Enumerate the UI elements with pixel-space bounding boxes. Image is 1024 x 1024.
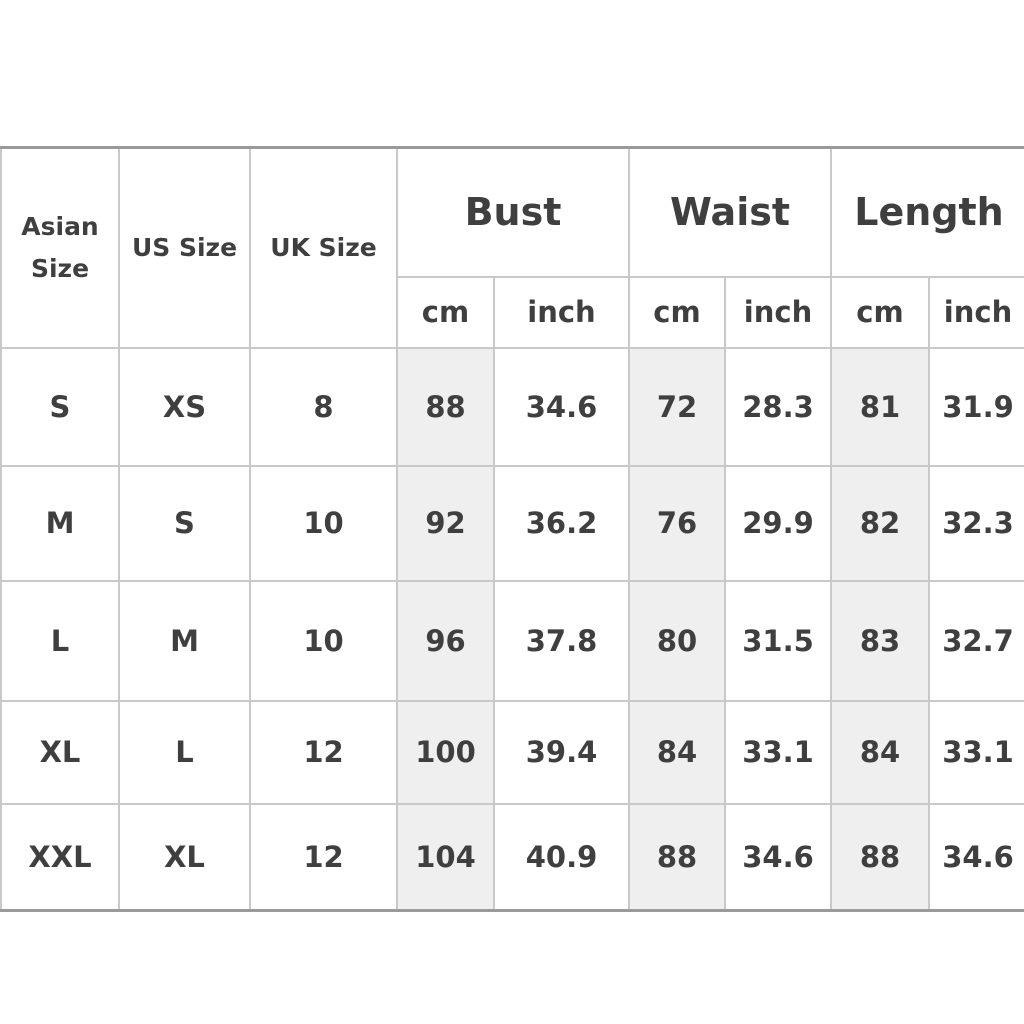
table-row: S XS 8 88 34.6 72 28.3 81 31.9 bbox=[0, 346, 1024, 467]
table-cell: 12 bbox=[249, 802, 398, 912]
unit-header: cm bbox=[628, 275, 726, 349]
table-cell: 29.9 bbox=[723, 464, 833, 582]
table-cell: 12 bbox=[249, 699, 398, 805]
table-cell: 37.8 bbox=[493, 579, 630, 702]
table-cell: 76 bbox=[628, 464, 726, 582]
table-cell: 88 bbox=[396, 346, 495, 467]
table-cell: 33.1 bbox=[723, 699, 833, 805]
table-cell: M bbox=[118, 579, 251, 702]
table-cell: 88 bbox=[628, 802, 726, 912]
table-cell: 36.2 bbox=[493, 464, 630, 582]
table-cell: 84 bbox=[628, 699, 726, 805]
header-length: Length bbox=[830, 146, 1024, 278]
table-cell: 28.3 bbox=[723, 346, 833, 467]
table-cell: S bbox=[0, 346, 120, 467]
table-cell: 10 bbox=[249, 464, 398, 582]
size-chart-table: Asian Size US Size UK Size Bust Waist Le… bbox=[0, 146, 1024, 912]
table-cell: 32.7 bbox=[928, 579, 1024, 702]
table-cell: XXL bbox=[0, 802, 120, 912]
table-row: L M 10 96 37.8 80 31.5 83 32.7 bbox=[0, 579, 1024, 702]
table-cell: 32.3 bbox=[928, 464, 1024, 582]
table-cell: 81 bbox=[830, 346, 931, 467]
table-cell: 92 bbox=[396, 464, 495, 582]
table-row: M S 10 92 36.2 76 29.9 82 32.3 bbox=[0, 464, 1024, 582]
table-cell: 34.6 bbox=[723, 802, 833, 912]
table-cell: L bbox=[0, 579, 120, 702]
table-cell: S bbox=[118, 464, 251, 582]
unit-header: cm bbox=[396, 275, 495, 349]
table-cell: 104 bbox=[396, 802, 495, 912]
table-cell: M bbox=[0, 464, 120, 582]
table-cell: 10 bbox=[249, 579, 398, 702]
unit-header: inch bbox=[493, 275, 630, 349]
header-waist: Waist bbox=[627, 146, 833, 278]
table-cell: 72 bbox=[628, 346, 726, 467]
table-cell: 39.4 bbox=[493, 699, 630, 805]
header-us-size: US Size bbox=[118, 146, 251, 349]
table-cell: XL bbox=[0, 699, 120, 805]
table-cell: 80 bbox=[628, 579, 726, 702]
table-cell: 8 bbox=[249, 346, 398, 467]
table-row: XL L 12 100 39.4 84 33.1 84 33.1 bbox=[0, 699, 1024, 805]
header-asian-size: Asian Size bbox=[0, 146, 120, 349]
unit-header: inch bbox=[723, 275, 833, 349]
table-row: XXL XL 12 104 40.9 88 34.6 88 34.6 bbox=[0, 802, 1024, 912]
table-cell: 84 bbox=[830, 699, 931, 805]
table-cell: 96 bbox=[396, 579, 495, 702]
table-cell: 100 bbox=[396, 699, 495, 805]
header-bust: Bust bbox=[396, 146, 630, 278]
table-cell: XS bbox=[118, 346, 251, 467]
table-cell: 34.6 bbox=[493, 346, 630, 467]
table-cell: 31.5 bbox=[723, 579, 833, 702]
table-cell: 88 bbox=[830, 802, 931, 912]
unit-header: inch bbox=[928, 275, 1024, 349]
table-cell: 40.9 bbox=[493, 802, 630, 912]
header-uk-size: UK Size bbox=[249, 146, 398, 349]
table-cell: 33.1 bbox=[928, 699, 1024, 805]
table-cell: XL bbox=[118, 802, 251, 912]
table-cell: L bbox=[118, 699, 251, 805]
table-cell: 82 bbox=[830, 464, 931, 582]
table-cell: 34.6 bbox=[928, 802, 1024, 912]
unit-header: cm bbox=[830, 275, 931, 349]
table-cell: 83 bbox=[830, 579, 931, 702]
table-cell: 31.9 bbox=[928, 346, 1024, 467]
